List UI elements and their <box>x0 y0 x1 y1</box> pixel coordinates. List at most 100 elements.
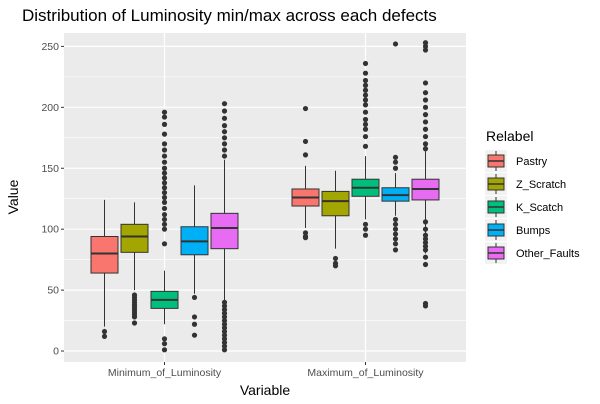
box-other-faults-minimum <box>210 101 239 353</box>
outlier-point <box>362 143 369 149</box>
outlier-point <box>302 138 309 145</box>
outlier-point <box>422 112 429 118</box>
outlier-point <box>392 247 399 253</box>
outlier-point <box>221 321 228 327</box>
outlier-point <box>422 239 429 246</box>
outlier-point <box>161 141 168 147</box>
outlier-point <box>221 310 228 316</box>
y-axis: 0 50 100 150 200 250 <box>41 41 64 358</box>
y-tick-label: 200 <box>41 102 59 114</box>
outlier-point <box>221 108 228 114</box>
outlier-point <box>161 221 168 227</box>
outlier-point <box>161 194 168 201</box>
box-groups <box>90 40 440 353</box>
outlier-point <box>392 165 399 171</box>
iqr-box <box>90 235 119 274</box>
outlier-point <box>161 131 168 137</box>
outlier-point <box>191 314 198 320</box>
outlier-point <box>362 109 369 115</box>
outlier-point <box>221 299 228 305</box>
outlier-point <box>422 80 429 86</box>
outlier-point <box>422 226 429 232</box>
box-z-scratch-minimum <box>120 202 149 326</box>
outlier-point <box>161 341 168 347</box>
outlier-point <box>221 332 228 338</box>
outlier-point <box>422 303 429 309</box>
outlier-point <box>161 159 168 165</box>
outlier-point <box>362 126 369 132</box>
iqr-box <box>321 190 350 217</box>
outlier-point <box>221 328 228 335</box>
outlier-point <box>422 219 429 225</box>
outlier-point <box>161 121 168 127</box>
outlier-point <box>161 190 168 196</box>
x-tick-label: Minimum_of_Luminosity <box>108 367 222 379</box>
outlier-point <box>302 235 309 241</box>
outlier-point <box>422 90 429 96</box>
outlier-point <box>161 226 168 232</box>
outlier-point <box>392 154 399 160</box>
outlier-point <box>161 347 168 353</box>
outlier-point <box>221 339 228 346</box>
outlier-point <box>392 221 399 227</box>
outlier-point <box>221 101 228 107</box>
outlier-point <box>362 232 369 238</box>
outlier-point <box>221 343 228 349</box>
outlier-point <box>422 236 429 242</box>
iqr-box <box>120 223 149 253</box>
outlier-point <box>161 185 168 191</box>
outlier-point <box>221 123 228 129</box>
outlier-point <box>221 129 228 135</box>
outlier-point <box>392 159 399 165</box>
iqr-box <box>210 212 239 250</box>
outlier-point <box>362 121 369 127</box>
outlier-point <box>422 43 429 50</box>
outlier-point <box>362 97 369 103</box>
outlier-point <box>161 199 168 205</box>
y-tick-label: 100 <box>41 224 59 236</box>
outlier-point <box>362 221 369 227</box>
outlier-point <box>161 241 168 247</box>
outlier-point <box>362 60 369 67</box>
outlier-point <box>161 211 168 218</box>
box-z-scratch-maximum <box>321 170 350 269</box>
outlier-point <box>161 170 168 176</box>
box-bumps-maximum <box>381 41 410 253</box>
outlier-point <box>422 261 429 268</box>
outlier-point <box>422 146 429 152</box>
outlier-point <box>422 247 429 253</box>
outlier-point <box>392 241 399 247</box>
outlier-point <box>221 153 228 159</box>
outlier-point <box>161 147 168 153</box>
outlier-point <box>302 105 309 112</box>
legend-key-k-scatch: K_Scatch <box>485 196 563 218</box>
outlier-point <box>362 116 369 123</box>
outlier-point <box>131 314 138 320</box>
outlier-point <box>392 236 399 242</box>
outlier-point <box>101 328 108 335</box>
box-bumps-minimum <box>180 185 209 338</box>
outlier-point <box>161 109 168 115</box>
outlier-point <box>191 294 198 301</box>
x-axis-title: Variable <box>240 382 291 398</box>
outlier-point <box>422 40 429 46</box>
outlier-point <box>161 114 168 120</box>
outlier-point <box>221 325 228 331</box>
box-k-scatch-maximum <box>351 60 380 238</box>
outlier-point <box>302 152 309 158</box>
outlier-point <box>362 102 369 108</box>
outlier-point <box>362 82 369 88</box>
outlier-point <box>161 216 168 223</box>
outlier-point <box>161 336 168 342</box>
legend: Relabel Pastry Z_Scratch K_Scatch Bumps Othe… <box>485 128 580 264</box>
legend-label: Pastry <box>516 156 548 168</box>
outlier-point <box>422 126 429 132</box>
outlier-point <box>161 175 168 181</box>
outlier-point <box>221 135 228 141</box>
outlier-point <box>422 104 429 110</box>
outlier-point <box>422 97 429 103</box>
outlier-point <box>362 133 369 140</box>
y-tick-label: 250 <box>41 41 59 53</box>
x-tick-label: Maximum_of_Luminosity <box>307 367 424 379</box>
outlier-point <box>362 226 369 232</box>
